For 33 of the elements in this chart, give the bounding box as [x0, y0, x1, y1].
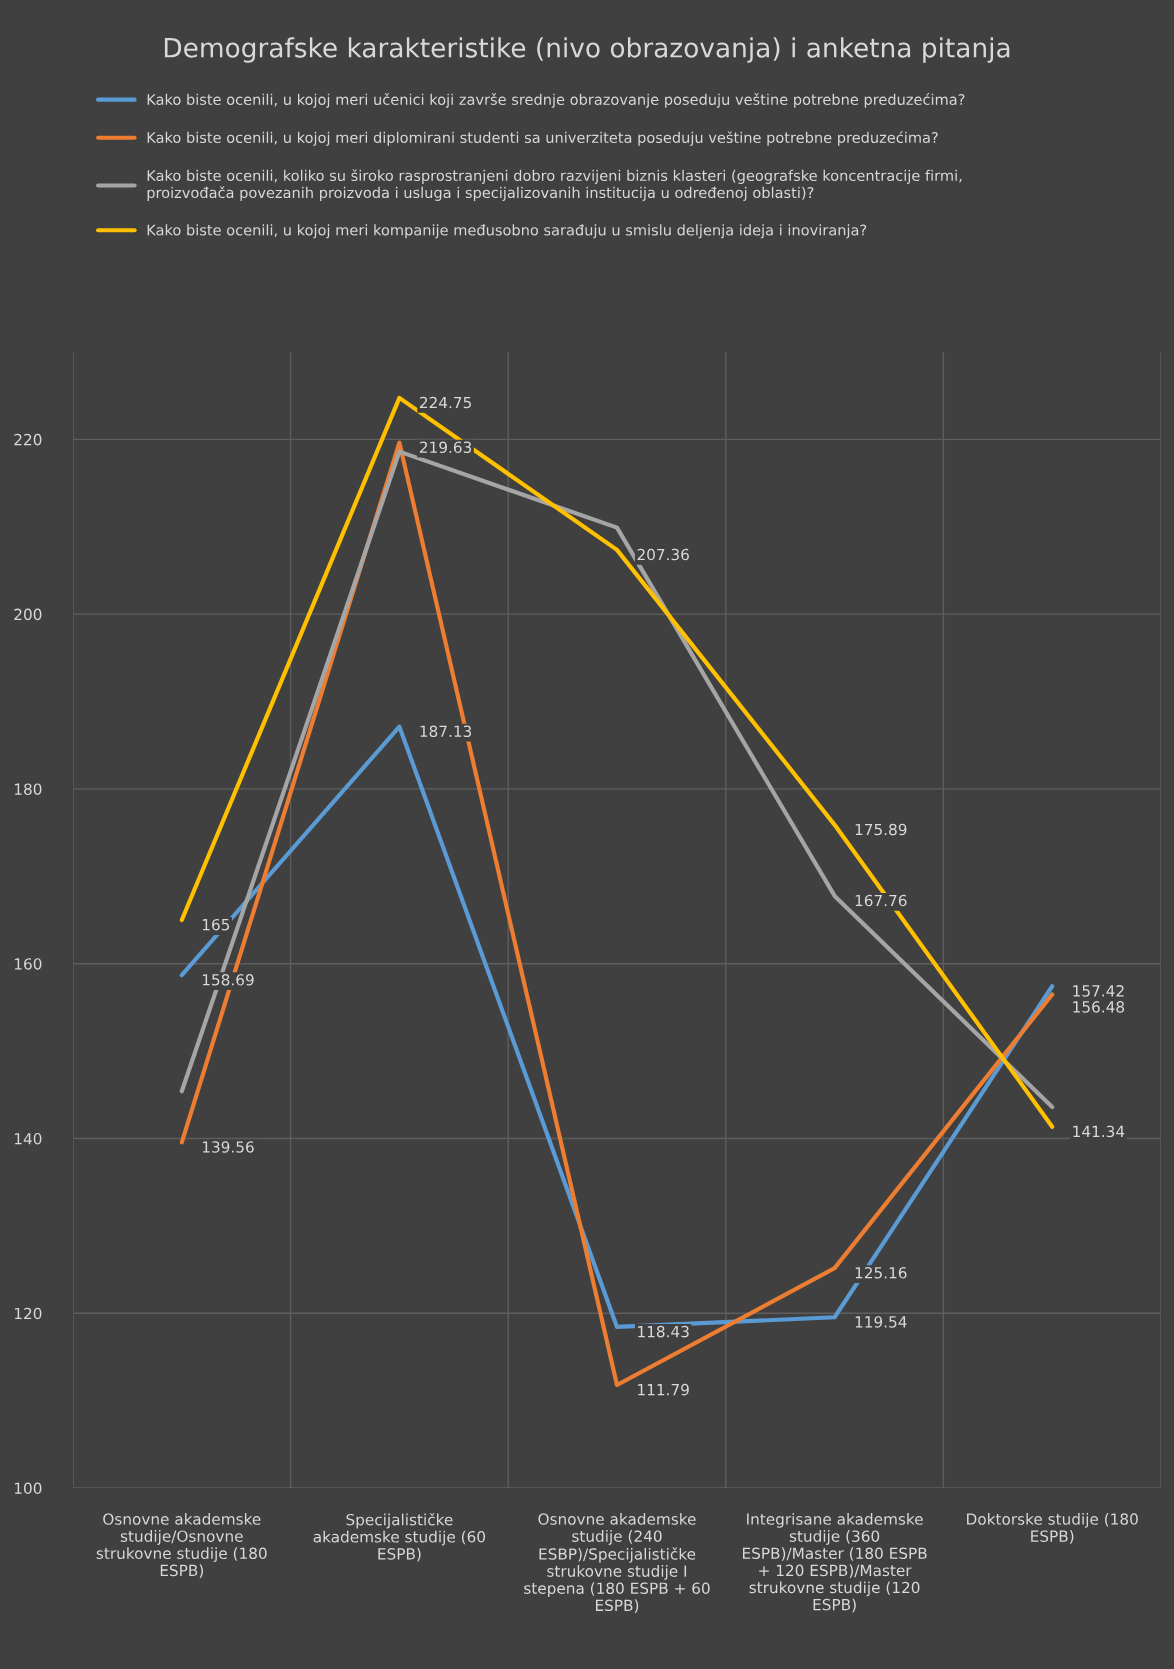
data-label: 119.54	[855, 1316, 907, 1328]
legend-label: Kako biste ocenili, u kojoj meri diplomirani studenti sa univerziteta poseduju veštine potrebne preduzećima?	[147, 131, 938, 146]
x-tick-label: Osnovne akademske studije (240 ESBP)/Specijalističke strukovne studije I stepena (180 ESPB + 60 ESPB)	[524, 1513, 710, 1613]
data-label: 118.43	[638, 1325, 689, 1338]
data-label: 157.42	[1073, 985, 1124, 997]
data-label: 167.76	[855, 894, 907, 907]
y-tick-label: 200	[14, 608, 42, 621]
data-label: 139.56	[202, 1141, 254, 1153]
data-label: 207.36	[637, 548, 689, 561]
y-tick-label: 160	[14, 958, 42, 970]
legend-label: Kako biste ocenili, u kojoj meri učenici koji završe srednje obrazovanje poseduju veštine potrebne preduzećima?	[147, 93, 965, 108]
data-label: 165	[202, 918, 230, 931]
data-label: 175.89	[855, 823, 907, 836]
data-label: 224.75	[419, 396, 471, 409]
y-tick-label: 180	[14, 783, 42, 795]
x-tick-label: Doktorske studije (180 ESPB)	[967, 1513, 1138, 1544]
data-label: 141.34	[1073, 1125, 1125, 1138]
y-tick-label: 120	[14, 1307, 42, 1320]
x-tick-label: Osnovne akademske studije/Osnovne strukovne studije (180 ESPB)	[96, 1513, 267, 1578]
x-tick-label: Specijalističke akademske studije (60 ESPB)	[313, 1513, 486, 1562]
y-tick-label: 140	[14, 1132, 42, 1145]
y-tick-label: 100	[14, 1482, 42, 1495]
data-label: 219.63	[419, 441, 472, 454]
data-label: 158.69	[202, 974, 254, 986]
data-label: 111.79	[638, 1383, 689, 1396]
legend-label: Kako biste ocenili, u kojoj meri kompanije međusobno sarađuju u smislu deljenja ideja i inoviranja?	[147, 224, 867, 239]
data-label: 125.16	[855, 1267, 907, 1279]
y-tick-label: 220	[14, 433, 42, 446]
chart-title: Demografske karakteristike (nivo obrazovanja) i anketna pitanja	[164, 37, 1010, 63]
legend-label: Kako biste ocenili, koliko su široko rasprostranjeni dobro razvijeni biznis klasteri (geografske koncentracije firmi, proizvođača povezanih proizvoda i usluga i specijalizovanih institucija u određenoj oblasti)?	[147, 169, 962, 201]
data-label: 187.13	[420, 725, 472, 738]
data-label: 156.48	[1073, 1001, 1125, 1013]
x-tick-label: Integrisane akademske studije (360 ESPB)/Master (180 ESPB + 120 ESPB)/Master strukovne studije (120 ESPB)	[743, 1513, 927, 1613]
